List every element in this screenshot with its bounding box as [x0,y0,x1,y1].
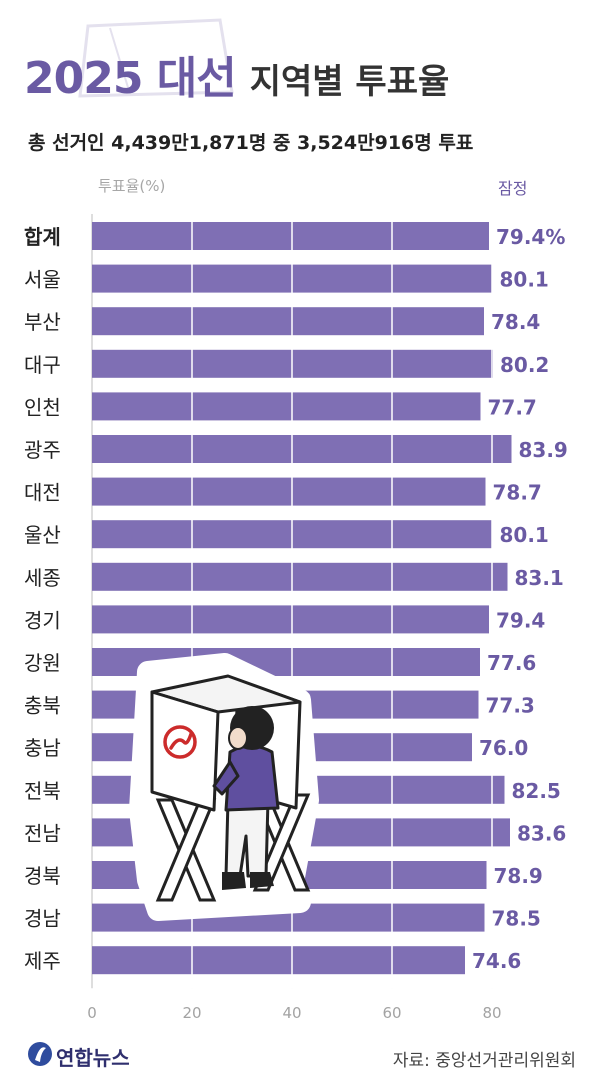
bar [92,605,489,634]
category-label: 부산 [24,310,61,334]
value-label: 80.1 [500,268,549,292]
category-label: 서울 [24,268,61,292]
x-tick-label: 20 [182,1004,201,1022]
category-label: 울산 [24,523,61,547]
value-label: 80.1 [500,523,549,547]
value-label: 79.4 [496,608,545,632]
category-label: 제주 [24,949,61,973]
page-title: 2025 대선 지역별 투표율 [24,42,449,106]
subtitle: 총 선거인 4,439만1,871명 중 3,524만916명 투표 [28,132,474,154]
bar [92,946,465,975]
category-label: 대구 [24,353,61,377]
category-label: 경북 [24,864,61,888]
bar [92,222,489,250]
value-label: 78.4 [491,310,540,334]
x-tick-label: 60 [382,1004,401,1022]
bar [92,562,508,591]
provisional-note: 잠정 [498,179,528,198]
logo-text: 연합뉴스 [56,1046,130,1070]
value-label: 79.4% [496,225,565,249]
x-tick-label: 40 [282,1004,301,1022]
value-label: 78.9 [494,864,543,888]
title-strong: 2025 대선 [24,53,237,104]
value-label: 78.5 [492,907,541,931]
title-rest: 지역별 투표율 [249,62,450,102]
turnout-bar-chart: 합계 79.4% 서울 80.1 부산 78.4 대구 80.2 인천 77.7 광주 83.9 대전 7… [24,214,568,1022]
header-decoration [78,18,234,98]
value-label: 80.2 [500,353,549,377]
category-label: 충북 [24,694,61,718]
category-label: 대전 [24,481,61,505]
voting-booth-illustration [129,653,319,921]
vote-stamp-icon [163,725,197,759]
x-tick-label: 0 [87,1004,97,1022]
value-label: 82.5 [512,779,561,803]
value-label: 78.7 [493,481,542,505]
category-label: 광주 [24,438,61,462]
value-label: 77.7 [488,395,537,419]
value-label: 74.6 [472,949,521,973]
category-label: 충남 [24,736,61,760]
value-label: 83.1 [515,566,564,590]
category-label: 경남 [24,907,61,931]
value-label: 77.3 [486,694,535,718]
value-label: 77.6 [487,651,536,675]
category-label: 합계 [24,225,61,249]
category-label: 세종 [24,566,61,590]
source-note: 자료: 중앙선거관리위원회 [392,1051,576,1071]
bar [92,392,481,421]
value-label: 76.0 [479,736,528,760]
yonhap-logo-icon [28,1042,52,1066]
value-label: 83.6 [517,821,566,845]
bar [92,307,484,336]
category-label: 전북 [24,779,61,803]
axis-caption: 투표율(%) [98,177,166,195]
bar [92,435,512,463]
bar [92,477,486,506]
category-label: 경기 [24,608,61,632]
category-label: 전남 [24,821,61,845]
category-label: 인천 [24,395,61,419]
x-tick-label: 80 [482,1004,501,1022]
value-label: 83.9 [519,438,568,462]
category-label: 강원 [24,651,61,675]
